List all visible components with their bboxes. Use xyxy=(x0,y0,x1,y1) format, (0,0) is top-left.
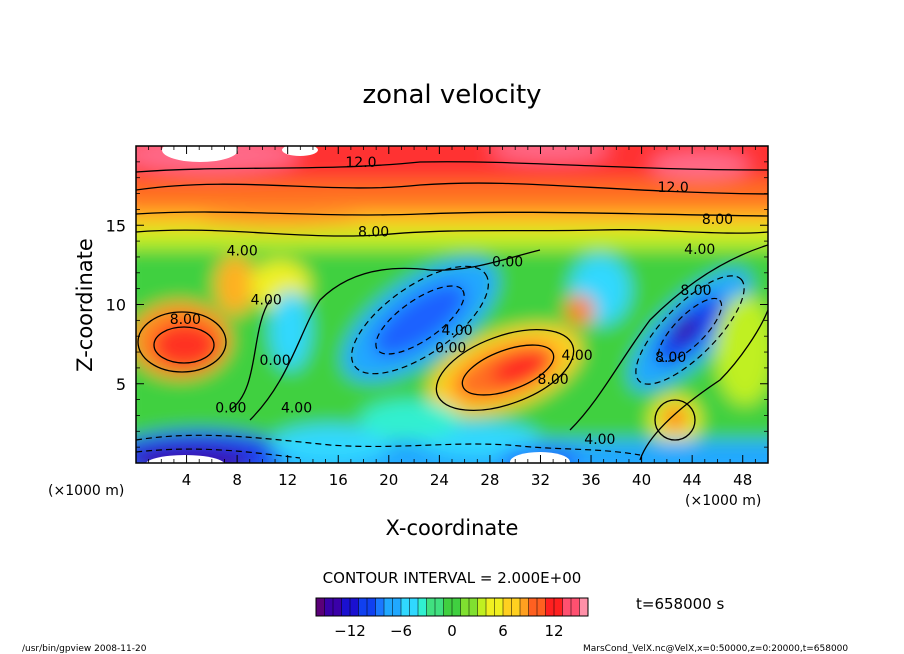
colorbar-cell xyxy=(392,598,402,616)
contour-label: 8.00 xyxy=(358,225,389,241)
footer-right: MarsCond_VelX.nc@VelX,x=0:50000,z=0:2000… xyxy=(583,644,848,654)
colorbar-cell xyxy=(503,598,512,616)
colorbar-cell xyxy=(520,598,529,616)
contour-label: 4.00 xyxy=(251,293,282,309)
x-tick-label: 28 xyxy=(480,471,499,489)
colorbar-tick-label: −6 xyxy=(390,622,412,640)
colorbar-cell xyxy=(494,598,504,616)
x-tick-label: 32 xyxy=(531,471,550,489)
colorbar-tick-label: 6 xyxy=(498,622,508,640)
heatmap-field xyxy=(136,146,768,463)
contour-label: 4.00 xyxy=(227,244,258,260)
x-unit-label-left: (×1000 m) xyxy=(48,483,124,499)
colorbar-cell xyxy=(350,598,359,616)
contour-label: 0.00 xyxy=(215,401,246,417)
colorbar-cell xyxy=(579,598,589,616)
colorbar xyxy=(315,598,589,616)
contour-label: 0.00 xyxy=(435,340,466,356)
y-tick-label: 10 xyxy=(106,296,126,315)
colorbar-tick-label: −12 xyxy=(334,622,366,640)
colorbar-cell xyxy=(571,598,580,616)
contour-label: 12.0 xyxy=(345,155,376,171)
y-tick-labels: 5 10 15 xyxy=(106,216,126,394)
contour-labels: 12.012.08.008.004.00 4.000.008.004.000.00… xyxy=(170,155,733,448)
contour-label: 4.00 xyxy=(684,242,715,258)
x-tick-label: 16 xyxy=(329,471,348,489)
x-tick-label: 36 xyxy=(581,471,600,489)
colorbar-cell xyxy=(324,598,334,616)
x-tick-label: 48 xyxy=(733,471,752,489)
x-tick-label: 44 xyxy=(683,471,702,489)
x-axis-label: X-coordinate xyxy=(386,516,519,540)
contour-label: 4.00 xyxy=(281,401,312,417)
colorbar-cell xyxy=(443,598,453,616)
colorbar-cell xyxy=(316,598,325,616)
contour-label: 8.00 xyxy=(170,312,201,328)
colorbar-cell xyxy=(341,598,351,616)
x-tick-label: 40 xyxy=(632,471,651,489)
contour-label: 4.00 xyxy=(562,348,593,364)
footer-left: /usr/bin/gpview 2008-11-20 xyxy=(22,644,147,654)
colorbar-cell xyxy=(511,598,521,616)
contour-label: 8.00 xyxy=(680,283,711,299)
colorbar-ticks: −12 −6 0 6 12 xyxy=(334,622,563,640)
x-tick-labels: 4 8 12 16 20 24 28 32 36 40 44 48 xyxy=(182,471,752,489)
contour-label: 0.00 xyxy=(492,255,523,271)
colorbar-cell xyxy=(554,598,563,616)
colorbar-cell xyxy=(477,598,487,616)
frame-ticks xyxy=(136,146,768,463)
colorbar-cell xyxy=(358,598,368,616)
chart-title: zonal velocity xyxy=(362,80,541,110)
colorbar-cell xyxy=(375,598,385,616)
colorbar-cell xyxy=(418,598,427,616)
colorbar-cell xyxy=(384,598,393,616)
contour-label: 8.00 xyxy=(655,350,686,366)
colorbar-cell xyxy=(409,598,419,616)
colorbar-frame xyxy=(315,597,589,617)
colorbar-cell xyxy=(486,598,495,616)
y-tick-label: 15 xyxy=(106,216,126,235)
colorbar-tick-label: 0 xyxy=(447,622,457,640)
contour-label: 4.00 xyxy=(584,432,615,448)
y-tick-label: 5 xyxy=(116,375,126,394)
colorbar-cell xyxy=(435,598,444,616)
colorbar-cell xyxy=(367,598,376,616)
x-tick-label: 12 xyxy=(278,471,297,489)
colorbar-cell xyxy=(545,598,555,616)
colorbar-cell xyxy=(469,598,478,616)
contour-label: 12.0 xyxy=(658,180,689,196)
colorbar-cell xyxy=(528,598,538,616)
y-axis-label: Z-coordinate xyxy=(73,238,97,372)
x-tick-label: 20 xyxy=(379,471,398,489)
contour-label: 4.00 xyxy=(441,323,472,339)
colorbar-tick-label: 12 xyxy=(544,622,563,640)
contour-label: 8.00 xyxy=(538,372,569,388)
x-unit-label-right: (×1000 m) xyxy=(685,493,761,509)
colorbar-cell xyxy=(562,598,572,616)
colorbar-cell xyxy=(452,598,461,616)
contour-interval-text: CONTOUR INTERVAL = 2.000E+00 xyxy=(323,569,582,587)
colorbar-cell xyxy=(537,598,546,616)
x-tick-label: 8 xyxy=(232,471,242,489)
colorbar-cell xyxy=(333,598,342,616)
x-tick-label: 24 xyxy=(430,471,449,489)
contour-label: 8.00 xyxy=(702,212,733,228)
colorbar-cell xyxy=(460,598,470,616)
colorbar-cell xyxy=(401,598,410,616)
colorbar-cell xyxy=(426,598,436,616)
x-tick-label: 4 xyxy=(182,471,192,489)
time-label: t=658000 s xyxy=(636,595,724,613)
contour-label: 0.00 xyxy=(259,353,290,369)
